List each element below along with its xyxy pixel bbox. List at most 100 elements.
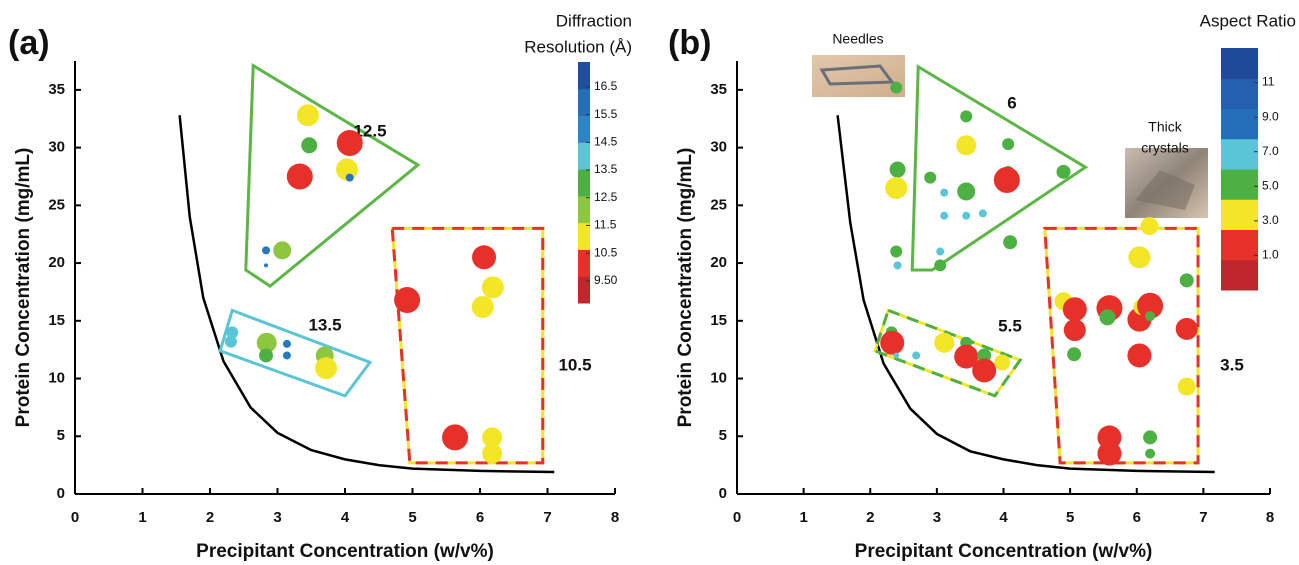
data-point xyxy=(472,245,497,270)
data-point xyxy=(912,351,921,360)
colorbar-band xyxy=(578,195,590,224)
y-tick-label: 25 xyxy=(48,196,65,213)
data-point xyxy=(890,245,903,258)
data-point xyxy=(889,161,906,178)
inset-label: crystals xyxy=(1141,140,1188,156)
y-tick-label: 10 xyxy=(710,370,727,387)
data-point xyxy=(1175,317,1198,340)
data-point xyxy=(296,104,319,127)
region-label: 3.5 xyxy=(1220,355,1244,374)
data-point xyxy=(224,335,237,348)
data-point xyxy=(282,339,291,348)
data-point xyxy=(893,352,900,359)
colorbar-title: Aspect Ratio xyxy=(1200,11,1296,30)
colorbar-tick-label: 7.0 xyxy=(1262,144,1279,158)
x-tick-label: 8 xyxy=(611,509,619,526)
colorbar-band xyxy=(1221,199,1258,230)
colorbar-tick-label: 15.5 xyxy=(594,107,618,121)
data-point xyxy=(481,276,504,299)
y-axis-label: Protein Concentration (mg/mL) xyxy=(13,148,34,428)
x-tick-label: 4 xyxy=(999,509,1008,526)
inset-label: Thick xyxy=(1148,119,1182,135)
data-point xyxy=(1002,138,1015,151)
region-outline-dash xyxy=(1043,226,1200,465)
data-point xyxy=(885,177,908,200)
data-point xyxy=(286,163,313,190)
x-tick-label: 8 xyxy=(1266,509,1274,526)
region-outline xyxy=(910,64,1089,272)
data-point xyxy=(994,354,1011,371)
data-point xyxy=(977,348,992,363)
panel-label: (b) xyxy=(668,24,711,62)
data-point xyxy=(1067,347,1082,362)
data-point xyxy=(264,263,269,268)
x-tick-label: 3 xyxy=(273,509,281,526)
data-point xyxy=(482,443,503,464)
data-point xyxy=(1099,309,1116,326)
data-point xyxy=(282,351,291,360)
x-tick-label: 2 xyxy=(206,509,214,526)
data-point xyxy=(1128,246,1151,269)
data-point xyxy=(1179,273,1194,288)
colorbar-band xyxy=(1221,78,1258,109)
region-label: 13.5 xyxy=(308,315,341,334)
colorbar-tick-label: 11 xyxy=(1262,75,1275,89)
data-point xyxy=(954,344,979,369)
colorbar-title: Resolution (Å) xyxy=(524,37,632,56)
x-tick-label: 4 xyxy=(341,509,350,526)
x-tick-label: 7 xyxy=(1199,509,1207,526)
y-tick-label: 15 xyxy=(48,312,65,329)
colorbar-band xyxy=(1221,108,1258,140)
inset-label: Needles xyxy=(832,31,883,47)
x-tick-label: 5 xyxy=(1066,509,1074,526)
data-point xyxy=(960,110,973,123)
data-point xyxy=(1097,441,1122,466)
data-point xyxy=(940,188,949,197)
colorbar-band xyxy=(578,142,590,170)
data-point xyxy=(394,287,421,314)
data-point xyxy=(1062,297,1087,322)
needle-crystal xyxy=(819,64,895,86)
x-axis-label: Precipitant Concentration (w/v%) xyxy=(196,541,494,562)
colorbar-tick-label: 9.0 xyxy=(1262,109,1279,123)
colorbar-band xyxy=(578,115,590,143)
data-point xyxy=(1145,311,1156,322)
colorbar-band xyxy=(1221,169,1258,200)
data-point xyxy=(442,424,469,451)
region-label: 10.5 xyxy=(558,355,591,374)
x-tick-label: 1 xyxy=(138,509,146,526)
colorbar-band xyxy=(578,222,590,250)
data-point xyxy=(1177,377,1196,396)
colorbar-tick-label: 9.50 xyxy=(594,273,618,287)
region-outline-dash xyxy=(873,308,1023,398)
colorbar-band xyxy=(578,169,590,197)
data-point xyxy=(259,348,274,363)
data-point xyxy=(315,357,338,380)
solubility-curve xyxy=(836,115,1215,474)
y-tick-label: 10 xyxy=(48,370,65,387)
y-tick-label: 15 xyxy=(710,312,727,329)
data-point xyxy=(1127,343,1152,368)
data-point xyxy=(993,166,1020,193)
data-point xyxy=(226,326,239,339)
data-point xyxy=(262,246,271,255)
solubility-curve xyxy=(178,115,555,474)
y-tick-label: 25 xyxy=(710,196,727,213)
x-tick-label: 7 xyxy=(543,509,551,526)
colorbar-band xyxy=(578,249,590,277)
y-tick-label: 35 xyxy=(710,81,727,98)
data-point xyxy=(273,241,292,260)
y-tick-label: 35 xyxy=(48,81,65,98)
y-tick-label: 20 xyxy=(48,254,65,271)
x-tick-label: 6 xyxy=(476,509,484,526)
colorbar-band xyxy=(1221,229,1258,261)
region-outline xyxy=(390,226,545,465)
colorbar-band xyxy=(578,62,590,90)
colorbar-tick-label: 16.5 xyxy=(594,79,618,93)
x-tick-label: 3 xyxy=(933,509,941,526)
y-tick-label: 0 xyxy=(57,485,65,502)
data-point xyxy=(890,81,903,94)
data-point xyxy=(936,247,945,256)
x-tick-label: 0 xyxy=(733,509,741,526)
data-point xyxy=(934,332,955,353)
